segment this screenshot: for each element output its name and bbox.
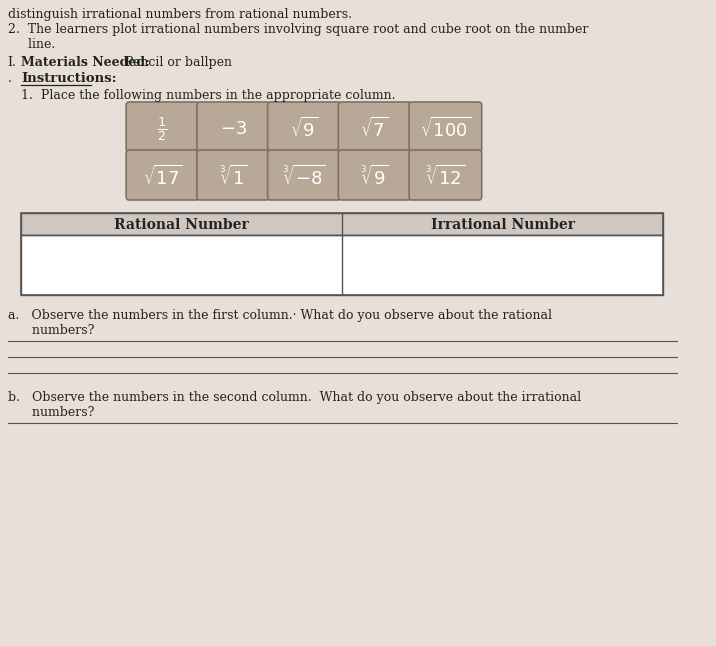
Text: numbers?: numbers? [8,324,94,337]
FancyBboxPatch shape [409,150,482,200]
Text: $\sqrt[3]{1}$: $\sqrt[3]{1}$ [219,165,248,189]
Text: .: . [8,72,11,85]
Text: Pencil or ballpen: Pencil or ballpen [122,56,233,69]
Text: $\sqrt[3]{12}$: $\sqrt[3]{12}$ [425,165,465,189]
Text: 2.  The learners plot irrational numbers involving square root and cube root on : 2. The learners plot irrational numbers … [8,23,588,36]
Text: $\sqrt{9}$: $\sqrt{9}$ [290,117,318,141]
Text: $\sqrt[3]{9}$: $\sqrt[3]{9}$ [360,165,389,189]
FancyBboxPatch shape [126,102,199,152]
Text: 1.  Place the following numbers in the appropriate column.: 1. Place the following numbers in the ap… [21,89,395,102]
Text: Irrational Number: Irrational Number [431,218,575,232]
FancyBboxPatch shape [197,150,269,200]
FancyBboxPatch shape [268,102,340,152]
FancyBboxPatch shape [339,102,411,152]
Bar [21,213,663,295]
Text: $-3$: $-3$ [220,120,247,138]
Bar [21,235,663,295]
FancyBboxPatch shape [197,102,269,152]
Text: $\sqrt[3]{-8}$: $\sqrt[3]{-8}$ [282,165,326,189]
Text: line.: line. [8,38,55,51]
Text: Materials Needed:: Materials Needed: [21,56,150,69]
Text: $\sqrt{7}$: $\sqrt{7}$ [360,117,389,141]
Text: a.   Observe the numbers in the first column.· What do you observe about the rat: a. Observe the numbers in the first colu… [8,309,551,322]
FancyBboxPatch shape [409,102,482,152]
Text: Rational Number: Rational Number [115,218,249,232]
Text: numbers?: numbers? [8,406,94,419]
FancyBboxPatch shape [339,150,411,200]
Text: distinguish irrational numbers from rational numbers.: distinguish irrational numbers from rati… [8,8,352,21]
Text: $\frac{1}{2}$: $\frac{1}{2}$ [158,115,168,143]
Text: Instructions:: Instructions: [21,72,117,85]
FancyBboxPatch shape [126,150,199,200]
Text: $\sqrt{100}$: $\sqrt{100}$ [420,117,471,141]
Text: I.: I. [8,56,16,69]
Bar [21,213,663,235]
Text: $\sqrt{17}$: $\sqrt{17}$ [142,165,183,189]
FancyBboxPatch shape [268,150,340,200]
Text: b.   Observe the numbers in the second column.  What do you observe about the ir: b. Observe the numbers in the second col… [8,391,581,404]
